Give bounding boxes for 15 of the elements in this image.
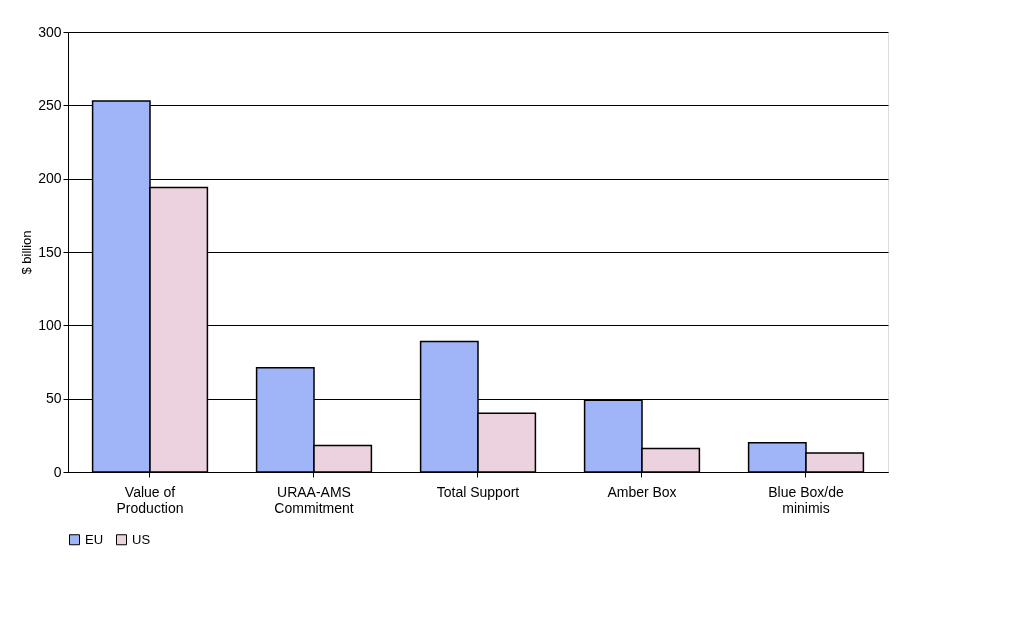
x-tick-label: Blue Box/de minimis: [768, 483, 844, 516]
x-tick-label: Total Support: [436, 483, 520, 500]
y-tick-label: 200: [38, 170, 62, 187]
legend-label: EU: [85, 531, 104, 547]
y-tick-label: 0: [53, 463, 62, 480]
y-tick-label: 250: [38, 96, 62, 113]
y-axis-title: $ billion: [19, 230, 35, 275]
x-tick-label: Amber Box: [607, 483, 677, 500]
legend-label: US: [132, 531, 151, 547]
y-tick-label: 100: [38, 316, 62, 333]
x-tick-label: URAA-AMS Commitment: [274, 483, 354, 516]
y-tick-label: 150: [38, 243, 62, 260]
x-tick-label: Value of Production: [116, 483, 184, 516]
y-tick-label: 300: [38, 23, 62, 40]
y-tick-label: 50: [45, 390, 62, 407]
